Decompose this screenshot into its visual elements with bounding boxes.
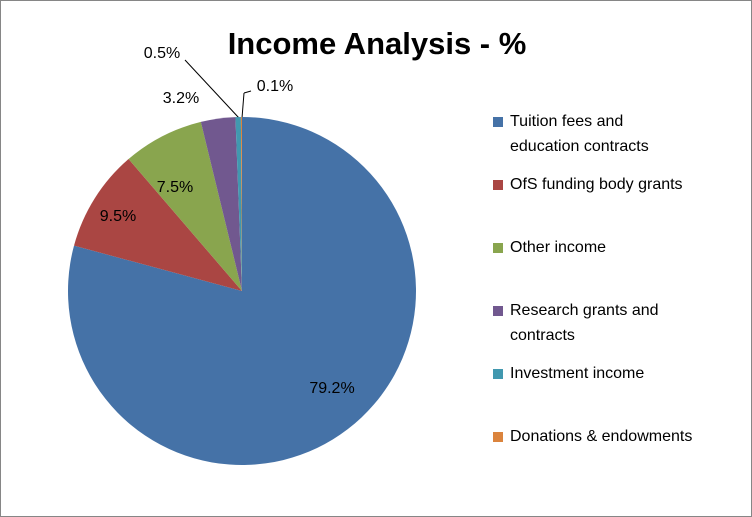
data-label: 9.5% xyxy=(100,208,136,225)
pie-slice xyxy=(128,121,242,291)
data-label: 3.2% xyxy=(163,90,199,107)
legend-swatch xyxy=(493,369,503,379)
leader-line xyxy=(243,90,252,94)
legend-swatch xyxy=(493,117,503,127)
pie-slice xyxy=(200,117,242,292)
legend-label: Research grants and contracts xyxy=(510,302,659,344)
legend-label: Other income xyxy=(510,239,607,256)
legend-swatch xyxy=(493,306,503,316)
chart-title: Income Analysis - % xyxy=(228,26,527,61)
legend-label: Donations & endowments xyxy=(510,428,693,445)
legend-label: Investment income xyxy=(510,365,645,382)
pie-slice xyxy=(235,117,242,291)
legend-label: Tuition fees and education contracts xyxy=(510,113,649,155)
pie-slice xyxy=(74,159,243,291)
legend-swatch xyxy=(493,432,503,442)
legend-swatch xyxy=(493,243,503,253)
leader-line xyxy=(241,92,245,119)
data-label: 0.5% xyxy=(144,45,180,62)
data-label: 79.2% xyxy=(309,380,354,397)
legend-swatch xyxy=(493,180,503,190)
data-label: 0.1% xyxy=(257,78,293,95)
pie-slice xyxy=(240,117,242,291)
legend-label: OfS funding body grants xyxy=(510,176,683,193)
leader-line xyxy=(184,59,240,119)
data-label: 7.5% xyxy=(157,179,193,196)
